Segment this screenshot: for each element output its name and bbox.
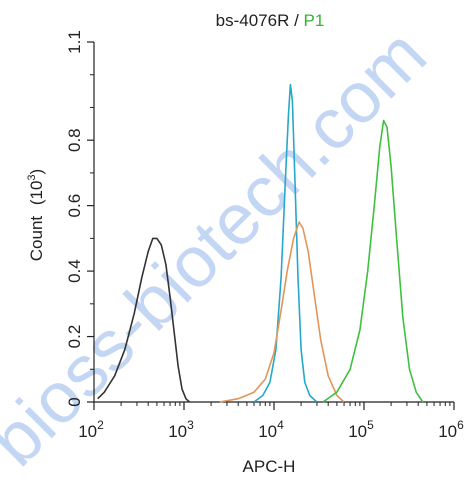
series-group	[97, 83, 424, 403]
histogram-series-4	[322, 119, 424, 403]
y-tick-label: 0	[65, 397, 84, 406]
x-axis-label: APC-H	[243, 457, 296, 476]
x-tick-label: 105	[348, 418, 374, 441]
x-tick-label: 103	[168, 418, 194, 441]
watermark: bioss-biotech.com	[0, 14, 442, 479]
histogram-series-3	[219, 221, 345, 403]
x-tick-label: 106	[438, 418, 464, 441]
y-tick-label: 1.1	[65, 30, 84, 54]
x-tick-label: 102	[78, 418, 104, 441]
y-axis-unit-exponent: 3	[26, 174, 38, 180]
chart-title: bs-4076R / P1	[216, 11, 325, 30]
y-tick-label: 0.4	[65, 259, 84, 283]
title-gate: P1	[304, 11, 325, 30]
y-axis-label: Count (103)	[26, 169, 46, 261]
y-tick-label: 0.8	[65, 128, 84, 152]
x-tick-label: 104	[258, 418, 284, 441]
y-tick-label: 0.6	[65, 194, 84, 218]
y-axis-label-text: Count	[27, 216, 46, 262]
y-ticks: 0 0.2 0.4 0.6 0.8 1.1	[65, 30, 94, 407]
plot-area: 0 0.2 0.4 0.6 0.8 1.1 102 103 104 105 106	[65, 30, 464, 441]
title-sample: bs-4076R	[216, 11, 290, 30]
y-tick-label: 0.2	[65, 325, 84, 349]
title-separator: /	[289, 11, 303, 30]
histogram-series-1	[97, 237, 191, 403]
histogram-series-2	[253, 83, 318, 403]
x-ticks: 102 103 104 105 106	[78, 402, 464, 441]
y-axis-unit: (10	[27, 181, 46, 206]
y-axis-unit-close: )	[27, 169, 46, 175]
